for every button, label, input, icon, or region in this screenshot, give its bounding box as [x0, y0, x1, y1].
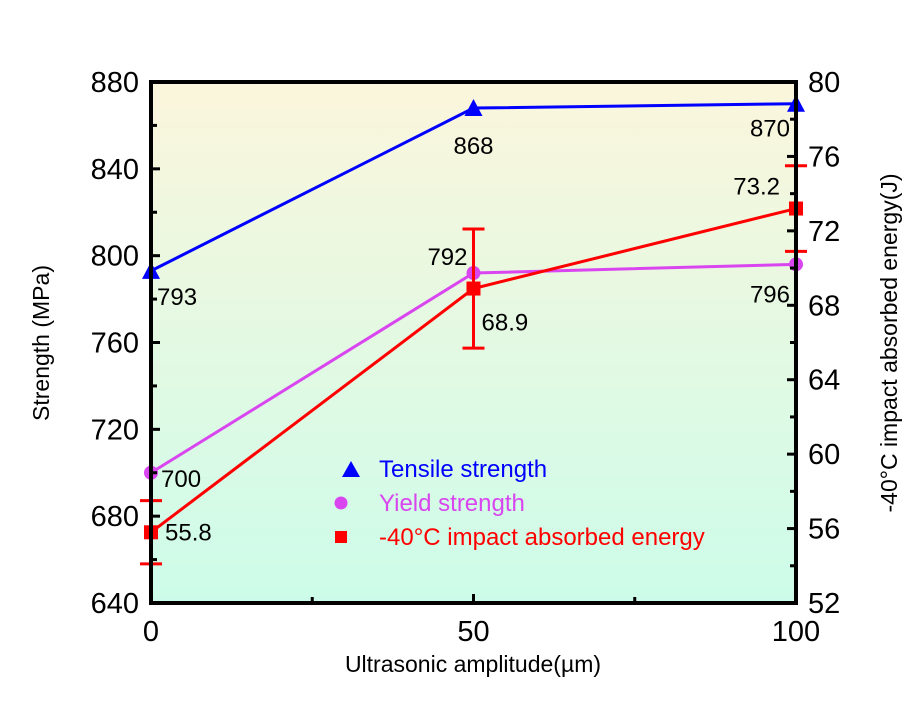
- y-tick-label: 760: [91, 328, 139, 360]
- y-axis-title: Strength (MPa): [28, 265, 54, 421]
- y-tick-label: 880: [91, 67, 139, 99]
- data-label: 700: [161, 466, 201, 493]
- y2-tick-label: 80: [808, 67, 840, 99]
- data-label: 793: [157, 284, 197, 311]
- y2-tick-label: 68: [808, 290, 840, 322]
- x-tick-label: 100: [772, 616, 820, 648]
- y-tick-label: 640: [91, 588, 139, 620]
- y2-tick-label: 56: [808, 514, 840, 546]
- y2-tick-label: 72: [808, 216, 840, 248]
- legend-label-impact: -40°C impact absorbed energy: [379, 524, 705, 551]
- legend: Tensile strength Yield strength -40°C im…: [334, 456, 705, 551]
- legend-marker-tensile: [342, 461, 360, 477]
- y-tick-label: 720: [91, 414, 139, 446]
- data-label: 68.9: [482, 310, 529, 337]
- legend-marker-impact: [335, 531, 347, 543]
- data-label: 870: [750, 116, 790, 143]
- y2-tick-label: 76: [808, 141, 840, 173]
- legend-marker-yield: [334, 496, 348, 510]
- y-tick-label: 840: [91, 154, 139, 186]
- y-tick-label: 800: [91, 241, 139, 273]
- data-label: 868: [453, 133, 493, 160]
- y2-axis-title: -40°C impact absorbed energy(J): [876, 173, 902, 512]
- x-tick-label: 0: [143, 616, 159, 648]
- legend-label-tensile: Tensile strength: [379, 456, 547, 483]
- data-label: 73.2: [733, 174, 780, 201]
- y2-tick-label: 64: [808, 365, 840, 397]
- x-axis-title: Ultrasonic amplitude(µm): [345, 651, 601, 677]
- y-tick-label: 680: [91, 501, 139, 533]
- data-label: 792: [427, 244, 467, 271]
- data-label: 55.8: [165, 519, 212, 546]
- x-tick-label: 50: [457, 616, 489, 648]
- data-point-triangle: [464, 99, 483, 117]
- y2-tick-label: 52: [808, 588, 840, 620]
- y2-tick-label: 60: [808, 439, 840, 471]
- data-point-square: [466, 281, 481, 296]
- data-label: 796: [750, 281, 790, 308]
- legend-label-yield: Yield strength: [379, 490, 525, 517]
